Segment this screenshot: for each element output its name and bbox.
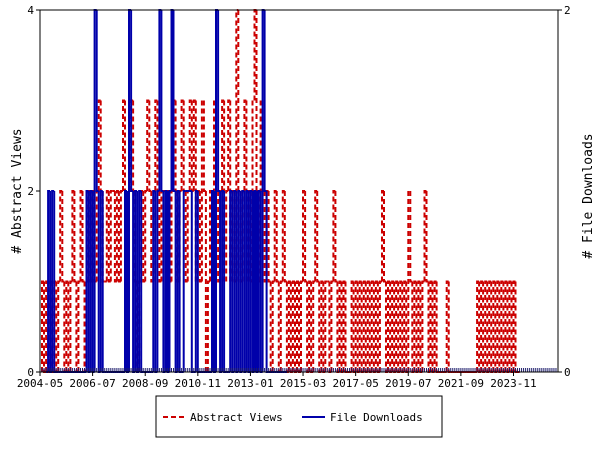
data-point — [109, 190, 113, 282]
data-point — [324, 280, 328, 372]
x-tick-labels: 2004-05 2006-07 2008-09 2010-11 2013-01 2015-… — [17, 372, 537, 390]
x-tick-label: 2017-05 — [332, 377, 378, 390]
y-tick-labels: 0 2 4 0 2 — [27, 4, 570, 379]
y-tick-label: 4 — [27, 4, 34, 17]
y-tick-label: 0 — [27, 366, 34, 379]
y2-tick-label: 0 — [564, 366, 571, 379]
legend-label-abstract-views: Abstract Views — [190, 411, 283, 424]
y2-tick-label: 2 — [564, 4, 571, 17]
x-tick-label: 2015-03 — [280, 377, 326, 390]
x-tick-label: 2013-01 — [227, 377, 273, 390]
x-tick-label: 2023-11 — [490, 377, 536, 390]
x-tick-label: 2019-07 — [385, 377, 431, 390]
x-tick-label: 2021-09 — [438, 377, 484, 390]
data-point — [182, 190, 186, 372]
data-point — [200, 99, 204, 282]
legend-box — [155, 395, 443, 438]
legend: Abstract Views File Downloads — [155, 395, 443, 438]
data-point — [407, 190, 411, 372]
x-tick-label: 2006-07 — [69, 377, 115, 390]
x-tick-label: 2008-09 — [122, 377, 168, 390]
y2-axis-title: # File Downloads — [581, 133, 596, 258]
x-tick-label: 2010-11 — [175, 377, 221, 390]
x-tick-label: 2004-05 — [17, 377, 63, 390]
y-tick-label: 2 — [27, 185, 34, 198]
legend-label-file-downloads: File Downloads — [330, 411, 423, 424]
y-axis-title: # Abstract Views — [10, 128, 25, 253]
